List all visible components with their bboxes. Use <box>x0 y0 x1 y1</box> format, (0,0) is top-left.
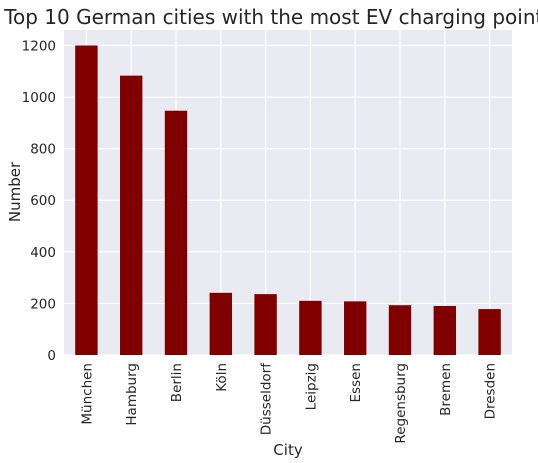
x-tick-label: Dresden <box>483 363 499 419</box>
x-tick-label: Bremen <box>438 363 454 416</box>
y-tick-label: 800 <box>30 142 56 158</box>
y-tick-label: 600 <box>30 193 56 209</box>
x-axis-label: City <box>273 441 303 459</box>
x-tick-label: Berlin <box>169 363 185 402</box>
y-tick-label: 0 <box>47 348 56 364</box>
y-tick-label: 1000 <box>22 90 56 106</box>
bar <box>209 292 232 355</box>
bar <box>299 300 322 355</box>
y-axis-ticks: 0 200 400 600 800 1000 1200 <box>22 38 56 364</box>
x-tick-label: Regensburg <box>393 363 409 444</box>
bar <box>344 301 367 355</box>
bar <box>75 45 98 355</box>
bar <box>164 110 188 355</box>
bar <box>478 309 501 355</box>
bar <box>433 305 456 355</box>
y-tick-label: 200 <box>30 296 56 312</box>
x-tick-label: Leipzig <box>303 363 319 410</box>
x-axis-ticks: München Hamburg Berlin Köln Düsseldorf Leipzi… <box>79 362 498 444</box>
bar <box>120 75 143 356</box>
x-tick-label: Essen <box>348 363 364 402</box>
x-tick-label: Köln <box>214 363 230 392</box>
x-tick-label: Düsseldorf <box>259 362 275 435</box>
x-tick-label: Hamburg <box>124 363 140 426</box>
bars <box>75 45 501 356</box>
y-tick-label: 400 <box>30 245 56 261</box>
bar <box>388 305 412 355</box>
x-tick-label: München <box>79 363 95 425</box>
y-tick-label: 1200 <box>22 38 56 54</box>
y-axis-label: Number <box>6 161 24 222</box>
chart-title: Top 10 German cities with the most EV ch… <box>3 5 538 29</box>
bar <box>254 294 277 355</box>
